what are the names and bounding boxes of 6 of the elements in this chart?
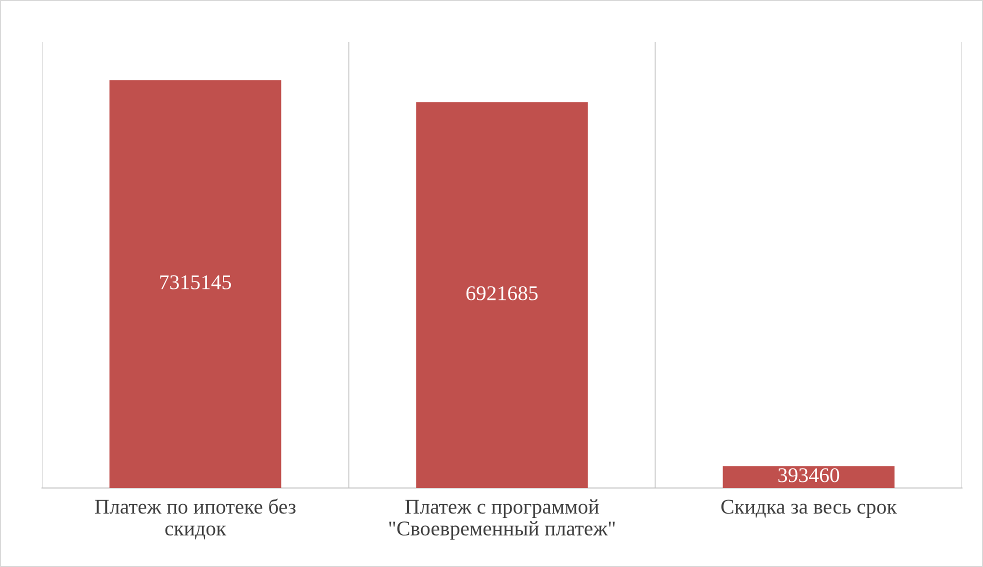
x-tick-label: Скидка за весь срок [721, 500, 897, 518]
data-label: 7315145 [160, 275, 231, 290]
x-tick-label: Платеж по ипотеке без скидок [95, 498, 296, 540]
x-tick-label: Платеж с программой "Своевременный платеж" [389, 499, 615, 540]
data-label: 6921685 [466, 286, 538, 300]
data-label: 393460 [778, 468, 840, 482]
